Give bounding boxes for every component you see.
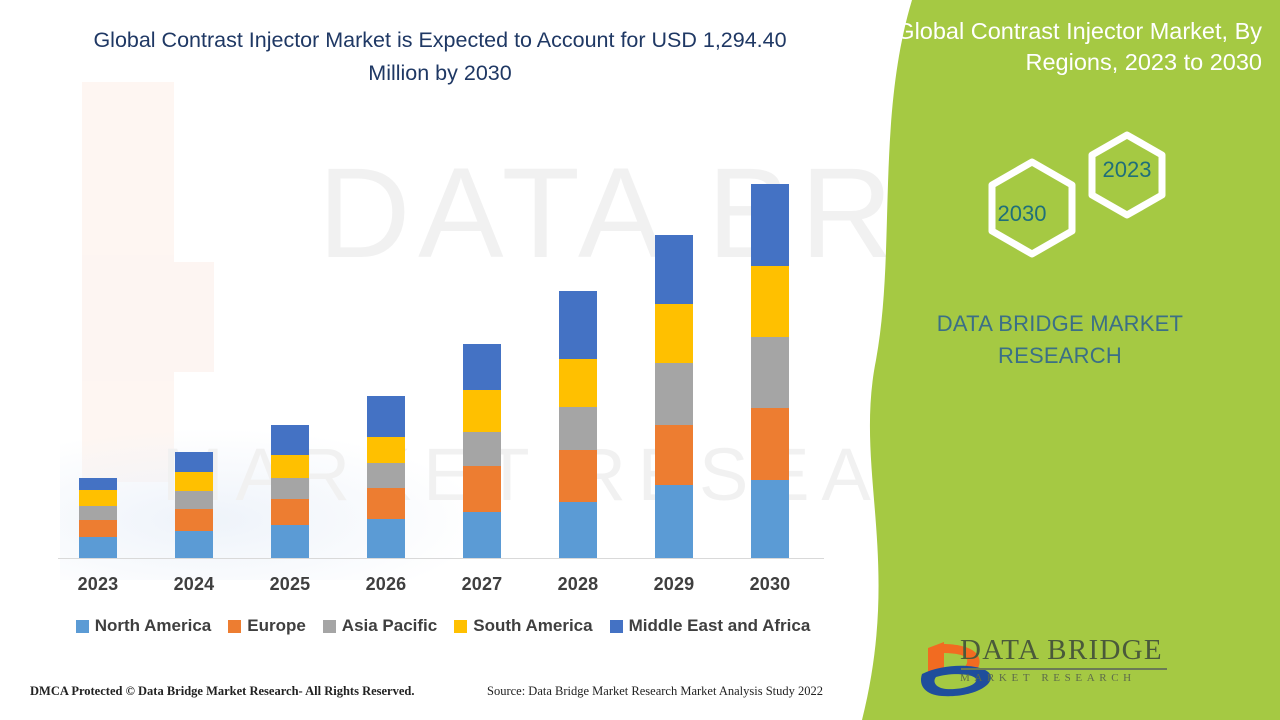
decorative-shape-blue [60,430,480,580]
bar-segment [751,266,789,337]
bar-segment [751,480,789,558]
legend-label: South America [473,616,593,635]
bar-segment [559,291,597,359]
data-bridge-logo-text: DATA BRIDGE MARKET RESEARCH [960,634,1167,684]
footer-source: Source: Data Bridge Market Research Mark… [487,684,824,698]
legend-swatch-icon [322,619,336,633]
legend-label: North America [94,616,212,635]
legend-swatch-icon [454,619,468,633]
x-axis-label: 2029 [653,574,695,594]
bar-column [271,425,309,558]
bar-segment [271,478,309,499]
bar-segment [463,512,501,558]
x-axis-label: 2030 [749,574,791,594]
legend-swatch-icon [228,619,242,633]
x-axis-label: 2025 [269,574,311,594]
bar-segment [655,425,693,485]
bar-segment [655,304,693,363]
bar-segment [367,437,405,463]
brand-panel-content: Global Contrast Injector Market, By Regi… [840,0,1280,720]
bar-segment [751,184,789,266]
x-axis-line [58,558,824,559]
x-axis-label: 2024 [173,574,215,594]
bar-segment [655,235,693,304]
bar-segment [559,502,597,558]
bar-segment [559,407,597,450]
legend-label: Asia Pacific [341,616,438,635]
bar-column [79,478,117,558]
x-axis-label: 2023 [77,574,119,594]
bar-segment [175,472,213,491]
bar-segment [175,452,213,472]
bar-segment [175,509,213,531]
logo-divider [961,668,1167,670]
brand-name-line-1: DATA BRIDGE MARKET [936,311,1184,336]
bar-segment [175,491,213,509]
bar-segment [79,537,117,558]
chart-legend: North America Europe Asia Pacific South Ame… [48,616,838,636]
bar-column [655,235,693,558]
legend-item[interactable]: Europe [228,616,306,636]
bar-segment [79,520,117,537]
bar-column [751,184,789,558]
legend-swatch-icon [75,619,89,633]
brand-name: DATA BRIDGE MARKET RESEARCH [840,308,1280,372]
panel-title: Global Contrast Injector Market, By Regi… [896,18,1262,76]
stacked-bar-chart: 2023 2024 2025 2026 2027 2028 2029 2030 [58,184,824,594]
logo-tagline: MARKET RESEARCH [960,671,1136,684]
bar-segment [367,463,405,488]
bar-segment [463,432,501,466]
bar-segment [79,490,117,506]
hexagon-label-2030: 2030 [997,201,1047,226]
bar-segment [79,506,117,520]
legend-item[interactable]: Middle East and Africa [609,616,811,636]
bar-segment [463,344,501,390]
bar-segment [655,485,693,558]
data-bridge-logo-mark [918,634,1248,704]
bar-segment [79,478,117,490]
decorative-shape-pink [82,82,214,482]
bar-segment [271,455,309,478]
bar-column [367,396,405,558]
bar-segment [463,466,501,512]
bar-segment [271,425,309,455]
bar-segment [463,390,501,432]
bar-segment [367,519,405,558]
bar-segment [367,396,405,437]
bar-segment [367,488,405,519]
bar-segment [751,408,789,480]
x-axis-label: 2027 [461,574,503,594]
bar-segment [559,450,597,502]
bar-segment [271,525,309,558]
x-axis-label: 2028 [557,574,599,594]
legend-item[interactable]: Asia Pacific [322,616,438,636]
footer-copyright: DMCA Protected © Data Bridge Market Rese… [30,684,415,698]
page-title: Global Contrast Injector Market is Expec… [93,28,787,85]
legend-item[interactable]: North America [75,616,212,636]
hexagon-group: 2030 2023 [840,125,1280,300]
bar-column [463,344,501,558]
legend-item[interactable]: South America [454,616,593,636]
legend-label: Middle East and Africa [628,616,811,635]
legend-swatch-icon [609,619,623,633]
bar-segment [655,363,693,425]
bar-column [559,291,597,558]
bar-column [175,452,213,558]
logo-wordmark: DATA BRIDGE [960,634,1163,666]
bar-segment [175,531,213,558]
legend-label: Europe [247,616,306,635]
bar-segment [751,337,789,408]
brand-panel [840,0,1280,720]
brand-name-line-2: RESEARCH [997,342,1122,368]
x-axis-label: 2026 [365,574,407,594]
bar-segment [271,499,309,525]
hexagon-label-2023: 2023 [1102,157,1152,182]
bar-segment [559,359,597,407]
